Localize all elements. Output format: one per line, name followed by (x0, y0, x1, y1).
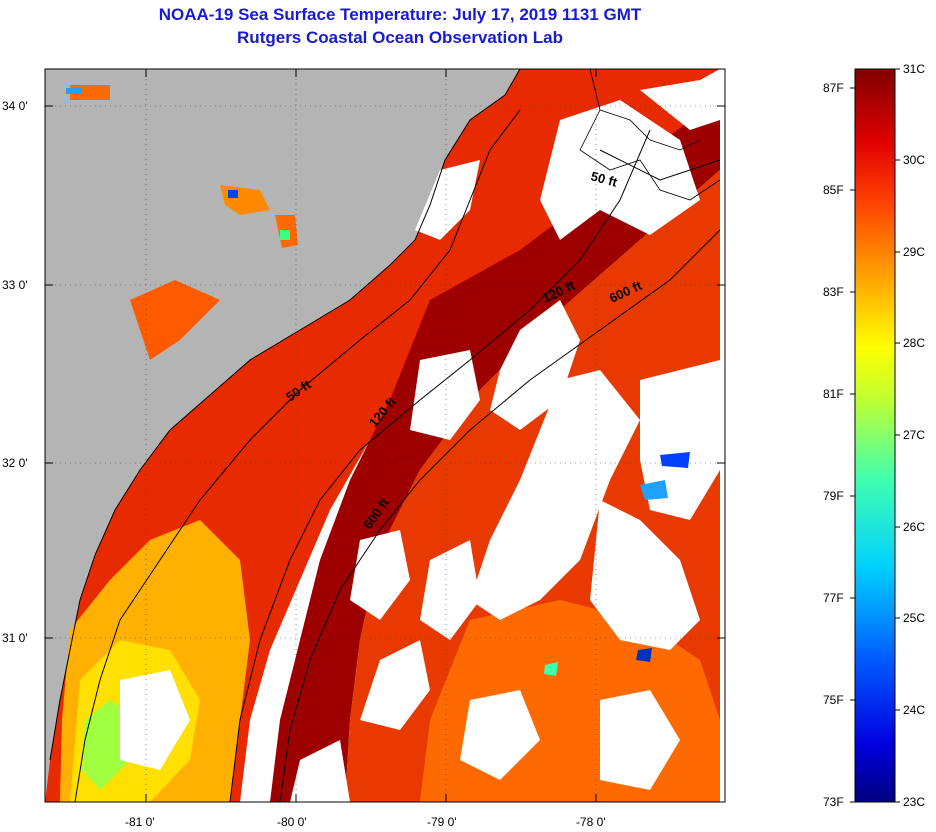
map-title: NOAA-19 Sea Surface Temperature: July 17… (158, 5, 642, 24)
lat-label: 32 0' (2, 456, 28, 470)
coastline (49, 69, 521, 761)
colorbar-label-c: 28C (903, 336, 925, 350)
colorbar-label-f: 77F (823, 591, 844, 605)
colorbar-label-f: 87F (823, 81, 844, 95)
map-subtitle: Rutgers Coastal Ocean Observation Lab (237, 28, 563, 47)
colorbar (854, 68, 896, 803)
isobath-50ft (74, 109, 721, 802)
colorbar-label-f: 75F (823, 693, 844, 707)
colorbar-label-f: 79F (823, 489, 844, 503)
lon-label: -81 0' (125, 815, 155, 829)
lon-label: -79 0' (427, 815, 457, 829)
colorbar-label-c: 26C (903, 520, 925, 534)
colorbar-label-f: 83F (823, 285, 844, 299)
isobath-120ft (229, 129, 651, 802)
colorbar-label-f: 81F (823, 387, 844, 401)
lat-label: 31 0' (2, 631, 28, 645)
colorbar-label-c: 24C (903, 703, 925, 717)
lon-label: -80 0' (277, 815, 307, 829)
colorbar-label-f: 85F (823, 183, 844, 197)
lat-label: 34 0' (2, 99, 28, 113)
map-frame (44, 68, 726, 803)
colorbar-label-c: 27C (903, 428, 925, 442)
colorbar-label-c: 29C (903, 245, 925, 259)
colorbar-label-c: 25C (903, 611, 925, 625)
colorbar-label-c: 31C (903, 62, 925, 76)
lat-label: 33 0' (2, 278, 28, 292)
lon-label: -78 0' (576, 815, 606, 829)
map-panel: 50 ft 120 ft 600 ft 50 ft 120 ft 600 ft (45, 69, 725, 802)
graticule (45, 69, 725, 802)
colorbar-label-f: 73F (823, 795, 844, 809)
isobath-label: 50 ft (589, 168, 619, 190)
map-ticks (45, 69, 725, 802)
colorbar-label-c: 23C (903, 795, 925, 809)
cloud-cover (120, 69, 720, 802)
isobath-600ft (279, 229, 721, 802)
colorbar-label-c: 30C (903, 153, 925, 167)
colorbar-ticks (850, 68, 900, 803)
land-area (45, 69, 520, 802)
